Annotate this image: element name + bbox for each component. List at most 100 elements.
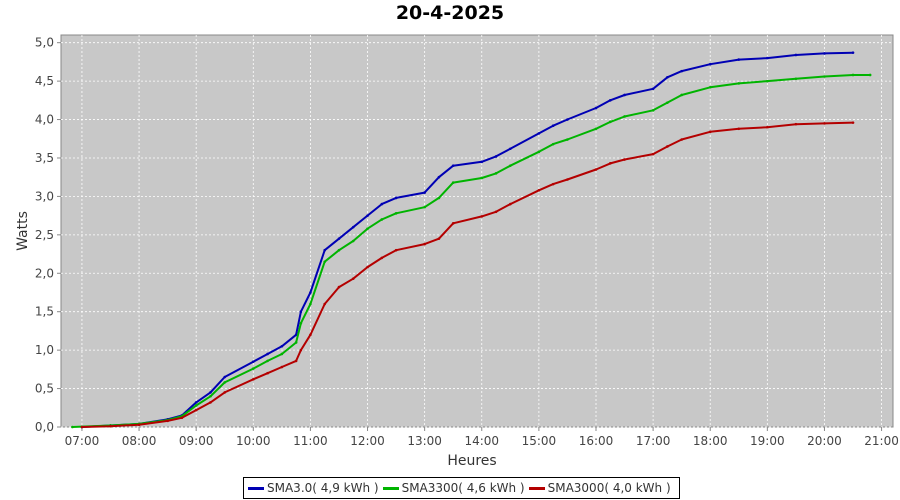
x-tick-label: 18:00 [693, 434, 728, 448]
x-tick-label: 13:00 [407, 434, 442, 448]
legend-item: SMA3.0( 4,9 kWh ) [248, 481, 379, 495]
data-point [823, 52, 826, 55]
data-point [294, 359, 298, 363]
data-point [437, 196, 441, 200]
data-point [309, 333, 312, 337]
data-point [451, 164, 455, 167]
data-point [680, 93, 683, 97]
data-point [851, 51, 855, 54]
data-point [194, 401, 198, 404]
data-point [537, 150, 541, 154]
data-point [223, 381, 227, 384]
data-point [651, 152, 655, 156]
data-point [608, 120, 612, 124]
data-point [608, 99, 612, 102]
data-point [551, 124, 555, 127]
data-point [366, 265, 369, 269]
x-tick-label: 11:00 [293, 434, 328, 448]
data-point [823, 122, 826, 125]
data-point [623, 158, 626, 161]
x-tick-label: 10:00 [236, 434, 271, 448]
data-point [851, 73, 855, 77]
data-point [309, 291, 312, 294]
data-point [480, 215, 484, 218]
legend-label: SMA3000( 4,0 kWh ) [547, 481, 671, 495]
data-point [608, 162, 612, 165]
data-point [109, 424, 112, 428]
y-axis-label: Watts [15, 211, 31, 251]
y-tick-label: 5,0 [35, 36, 54, 50]
data-point [351, 277, 355, 280]
data-point [194, 408, 198, 412]
legend-item: SMA3000( 4,0 kWh ) [528, 481, 671, 495]
data-point [209, 401, 212, 404]
data-point [299, 348, 303, 352]
data-point [737, 58, 741, 61]
x-tick-label: 17:00 [636, 434, 671, 448]
legend-swatch [382, 486, 399, 490]
y-tick-label: 4,0 [35, 113, 54, 127]
data-point [337, 285, 341, 289]
data-point [180, 416, 184, 420]
data-point [766, 79, 769, 83]
data-point [294, 341, 298, 344]
data-point [423, 191, 426, 194]
data-point [380, 202, 384, 206]
data-point [868, 73, 872, 77]
data-point [708, 62, 712, 66]
data-point [251, 360, 255, 363]
legend-swatch [248, 486, 264, 490]
data-point [309, 302, 312, 306]
data-point [666, 101, 669, 104]
legend-item: SMA3300( 4,6 kWh ) [382, 481, 525, 495]
data-point [394, 248, 398, 252]
data-point [394, 212, 398, 215]
x-tick-label: 08:00 [122, 434, 157, 448]
data-point [680, 138, 683, 141]
data-point [351, 239, 355, 243]
data-point [437, 175, 441, 179]
series-line [72, 74, 871, 428]
chart-legend: SMA3.0( 4,9 kWh ) SMA3300( 4,6 kWh ) SMA30… [243, 477, 680, 499]
data-point [594, 127, 598, 131]
data-point [509, 147, 512, 151]
data-point [480, 176, 484, 180]
data-point [266, 359, 269, 363]
plot-area [60, 34, 894, 428]
data-point [71, 425, 74, 429]
data-point [494, 210, 498, 214]
x-tick-label: 16:00 [579, 434, 614, 448]
data-point [566, 178, 569, 181]
grid-lines [61, 35, 893, 428]
data-point [494, 172, 498, 175]
x-tick-label: 20:00 [807, 434, 842, 448]
data-point [594, 168, 598, 171]
data-point [651, 109, 655, 112]
data-point [509, 202, 512, 206]
data-point [194, 404, 198, 407]
data-point [294, 333, 298, 337]
y-tick-label: 2,0 [35, 266, 54, 280]
series-0 [80, 51, 855, 429]
data-point [223, 391, 227, 394]
data-point [594, 106, 598, 110]
series-2 [80, 121, 855, 429]
series-1 [71, 73, 872, 429]
legend-label: SMA3.0( 4,9 kWh ) [267, 481, 379, 495]
data-point [551, 142, 555, 146]
data-point [737, 127, 741, 131]
data-point [380, 256, 384, 260]
x-tick-label: 09:00 [179, 434, 214, 448]
data-point [451, 181, 455, 184]
data-point [266, 352, 269, 356]
axes: 0,0 0,5 1,0 1,5 2,0 2,5 3,0 3,5 4,0 4,5 5,0 07:00 08… [35, 36, 899, 448]
data-point [437, 237, 441, 240]
data-point [766, 56, 769, 60]
data-point [794, 53, 798, 57]
data-point [666, 145, 669, 148]
data-point [623, 93, 626, 97]
data-point [766, 125, 769, 129]
data-point [80, 425, 84, 429]
